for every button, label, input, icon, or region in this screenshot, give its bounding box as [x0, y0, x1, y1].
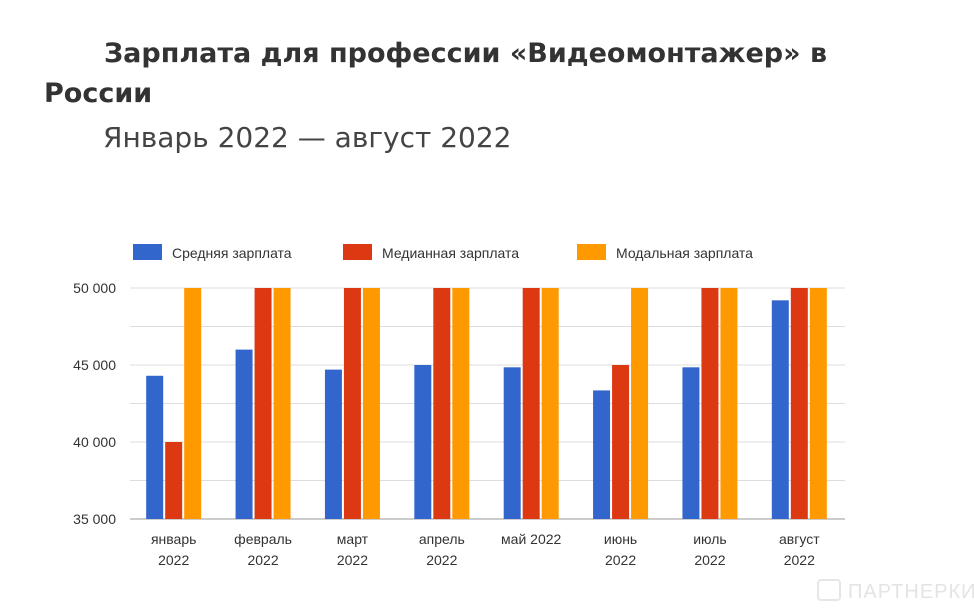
bar-3-8 — [809, 288, 827, 519]
bar-1-8 — [771, 300, 789, 519]
bar-1-4 — [414, 365, 432, 519]
bar-2-1 — [165, 442, 183, 519]
x-tick-label: 2022 — [426, 552, 457, 568]
bar-1-6 — [593, 390, 611, 519]
legend-label-2: Медианная зарплата — [382, 245, 519, 261]
legend-swatch-1 — [133, 244, 162, 260]
bar-3-3 — [362, 288, 380, 519]
bar-3-4 — [452, 288, 470, 519]
bar-2-4 — [433, 288, 451, 519]
bar-2-3 — [343, 288, 361, 519]
x-tick-label: февраль — [234, 531, 292, 547]
bar-2-2 — [254, 288, 272, 519]
legend-label-3: Модальная зарплата — [616, 245, 753, 261]
chart-subtitle: Январь 2022 — август 2022 — [103, 121, 512, 154]
bar-3-7 — [720, 288, 738, 519]
watermark: ПАРТНЕРКИН — [817, 579, 974, 603]
legend-swatch-3 — [577, 244, 606, 260]
bar-1-2 — [235, 349, 253, 519]
x-tick-label: июнь — [604, 531, 637, 547]
bar-1-1 — [146, 375, 164, 519]
x-tick-label: 2022 — [158, 552, 189, 568]
y-tick-label: 45 000 — [73, 357, 116, 373]
y-tick-label: 40 000 — [73, 434, 116, 450]
bar-3-6 — [631, 288, 649, 519]
bar-2-8 — [790, 288, 808, 519]
x-tick-label: март — [337, 531, 369, 547]
watermark-logo-icon — [817, 579, 841, 601]
legend-swatch-2 — [343, 244, 372, 260]
bar-2-6 — [612, 365, 630, 519]
x-tick-label: август — [779, 531, 820, 547]
bar-2-7 — [701, 288, 719, 519]
bar-3-5 — [541, 288, 559, 519]
y-tick-label: 50 000 — [73, 280, 116, 296]
x-tick-label: апрель — [419, 531, 465, 547]
legend-label-1: Средняя зарплата — [172, 245, 292, 261]
x-tick-label: январь — [151, 531, 196, 547]
x-tick-label: 2022 — [605, 552, 636, 568]
bar-2-5 — [522, 288, 540, 519]
x-tick-label: июль — [693, 531, 726, 547]
chart-title: Зарплата для профессии «Видеомонтажер» в… — [44, 38, 828, 109]
bar-1-7 — [682, 367, 700, 519]
bar-1-3 — [324, 369, 342, 519]
y-tick-label: 35 000 — [73, 511, 116, 527]
x-tick-label: 2022 — [247, 552, 278, 568]
bar-3-2 — [273, 288, 291, 519]
bar-3-1 — [184, 288, 202, 519]
x-tick-label: май 2022 — [501, 531, 561, 547]
x-tick-label: 2022 — [694, 552, 725, 568]
bar-1-5 — [503, 367, 521, 519]
x-tick-label: 2022 — [337, 552, 368, 568]
x-tick-label: 2022 — [784, 552, 815, 568]
watermark-text: ПАРТНЕРКИН — [848, 581, 974, 603]
